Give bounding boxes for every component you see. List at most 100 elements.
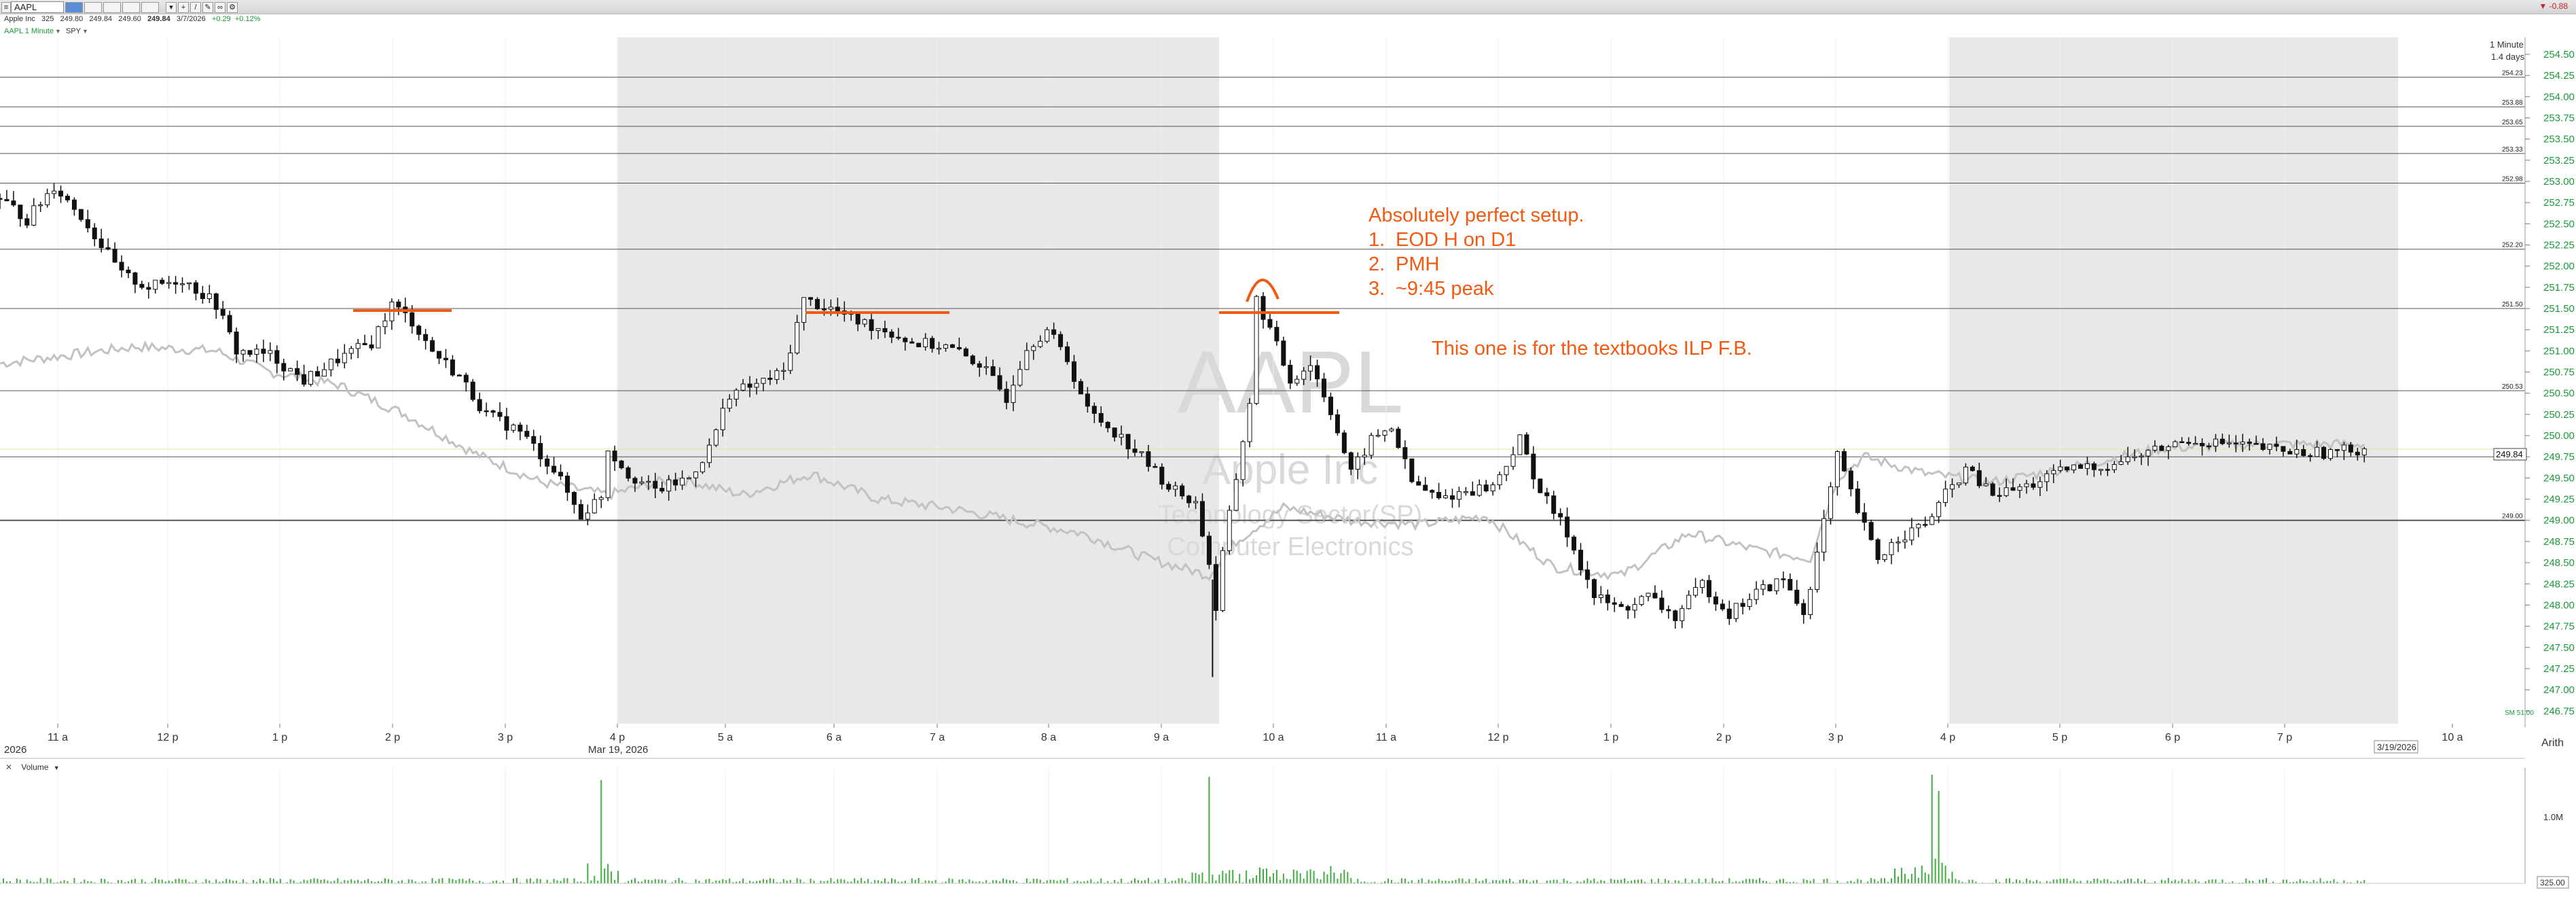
candle-body (2125, 456, 2130, 463)
candle-body (862, 319, 867, 325)
candle-body (916, 342, 922, 347)
candle-body (2206, 445, 2211, 448)
candle-body (2267, 444, 2272, 450)
dropdown-icon[interactable]: ▾ (166, 2, 177, 13)
candle-body (619, 460, 624, 468)
y-tick-label: 249.50 (2543, 472, 2575, 484)
candle-body (2281, 446, 2286, 452)
pencil-icon[interactable]: ✎ (202, 2, 213, 13)
link-icon[interactable]: ∞ (215, 2, 225, 13)
candle-body (2091, 463, 2097, 470)
candle-body (666, 479, 672, 492)
candle-body (740, 383, 746, 391)
candle-body (1085, 393, 1090, 407)
crosshair-icon[interactable]: + (178, 2, 189, 13)
candle-body (828, 306, 833, 310)
candle-body (1572, 536, 1577, 551)
candle-body (213, 293, 219, 310)
close-icon[interactable]: ✕ (5, 762, 13, 772)
candle-body (295, 368, 300, 375)
candle-body (930, 338, 935, 349)
candle-body (477, 399, 482, 411)
volume-header: ✕ Volume ▼ (5, 762, 60, 772)
candle-body (281, 363, 287, 372)
symbol-input[interactable]: AAPL (11, 1, 64, 13)
candle-body (1355, 456, 1360, 470)
candle-body (518, 424, 523, 432)
candle-body (1774, 578, 1779, 591)
y-tick-label: 251.75 (2543, 282, 2575, 294)
x-tick-label: 1 p (1603, 732, 1618, 743)
candle-body (1997, 495, 2002, 497)
candle-body (592, 499, 597, 514)
candle-body (1396, 428, 1401, 448)
candle-body (511, 424, 516, 431)
candle-body (1423, 484, 1428, 491)
status-change: ▼ -0.88 (2539, 1, 2568, 11)
candle-body (558, 472, 564, 476)
candle-body (1815, 552, 1820, 590)
y-tick-label: 247.50 (2543, 642, 2575, 654)
candle-body (31, 205, 37, 226)
price-chart[interactable]: AAPL Apple Inc Technology Sector(SP) Com… (0, 0, 2576, 754)
drawing-tool-icon[interactable]: / (190, 2, 201, 13)
candle-body (18, 205, 23, 219)
candle-body (1700, 580, 1705, 588)
candle-body (1328, 396, 1333, 415)
level-label: 252.20 (2502, 242, 2523, 249)
candle-body (1808, 588, 1813, 616)
candle-body (146, 287, 151, 290)
volume-gridlines (57, 768, 2526, 883)
settings-icon[interactable]: ⚙ (227, 2, 238, 13)
candle-body (1199, 501, 1205, 537)
candle-body (85, 219, 90, 228)
chevron-down-icon[interactable]: ▼ (53, 764, 60, 771)
candle-body (0, 198, 3, 200)
candle-body (376, 326, 381, 349)
toolbar-button[interactable] (84, 2, 102, 13)
candle-body (71, 199, 77, 210)
annotation-number-1: 1. (1368, 229, 1385, 251)
candle-body (1449, 495, 1455, 500)
x-tick-label: 7 a (930, 732, 945, 743)
interval-selector[interactable]: AAPL 1 Minute ▼ SPY ▼ (4, 27, 88, 35)
candle-body (1335, 414, 1340, 434)
y-tick-label: 246.75 (2543, 705, 2575, 717)
candle-body (2321, 446, 2327, 459)
date-end-box (2374, 740, 2418, 754)
annotation-item-1: EOD H on D1 (1396, 229, 1516, 251)
candle-body (551, 465, 557, 473)
scale-type-label[interactable]: Arith (2541, 737, 2564, 749)
candle-body (923, 338, 928, 347)
chart-type-button[interactable] (65, 2, 83, 13)
candle-body (1956, 482, 1961, 485)
toolbar-button[interactable] (103, 2, 121, 13)
toolbar-button[interactable] (141, 2, 159, 13)
candle-body (484, 410, 489, 412)
candle-body (2145, 450, 2151, 457)
candle-body (1510, 454, 1516, 467)
date-end-label: 3/19/2026 (2377, 742, 2416, 752)
candle-body (1281, 340, 1286, 366)
candle-body (1821, 518, 1827, 553)
toolbar-button[interactable] (122, 2, 140, 13)
candle-body (1443, 495, 1449, 499)
candle-body (983, 366, 989, 368)
y-tick-label: 249.00 (2543, 515, 2575, 527)
candle-body (430, 340, 435, 352)
candle-body (1929, 516, 1935, 525)
candle-body (612, 451, 617, 461)
candle-body (98, 239, 104, 248)
candle-body (1639, 596, 1644, 605)
app-menu-button[interactable]: ≡ (1, 2, 11, 13)
candle-body (1659, 597, 1665, 610)
annotation-footnote: This one is for the textbooks ILP F.B. (1432, 338, 1752, 359)
candle-body (450, 359, 455, 376)
candle-body (1430, 490, 1435, 493)
candle-body (531, 436, 537, 444)
candle-body (1673, 610, 1678, 621)
candle-body (706, 444, 712, 463)
y-tick-label: 254.00 (2543, 91, 2575, 103)
x-tick-label: 6 p (2165, 732, 2180, 743)
candle-body (1139, 451, 1144, 453)
